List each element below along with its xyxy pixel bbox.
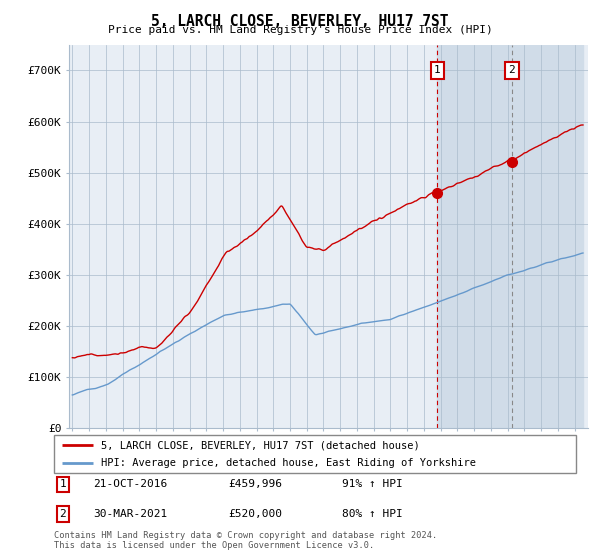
Text: £520,000: £520,000 (228, 509, 282, 519)
Text: £459,996: £459,996 (228, 479, 282, 489)
Text: 30-MAR-2021: 30-MAR-2021 (93, 509, 167, 519)
Text: Price paid vs. HM Land Registry's House Price Index (HPI): Price paid vs. HM Land Registry's House … (107, 25, 493, 35)
Text: Contains HM Land Registry data © Crown copyright and database right 2024.
This d: Contains HM Land Registry data © Crown c… (54, 530, 437, 550)
Text: 2: 2 (508, 66, 515, 76)
Text: 1: 1 (434, 66, 440, 76)
Text: 21-OCT-2016: 21-OCT-2016 (93, 479, 167, 489)
Text: 5, LARCH CLOSE, BEVERLEY, HU17 7ST: 5, LARCH CLOSE, BEVERLEY, HU17 7ST (151, 14, 449, 29)
Text: 91% ↑ HPI: 91% ↑ HPI (342, 479, 403, 489)
Text: HPI: Average price, detached house, East Riding of Yorkshire: HPI: Average price, detached house, East… (101, 458, 476, 468)
Bar (437, 45, 583, 428)
Text: 80% ↑ HPI: 80% ↑ HPI (342, 509, 403, 519)
Text: 1: 1 (59, 479, 67, 489)
Text: 2: 2 (59, 509, 67, 519)
Text: 5, LARCH CLOSE, BEVERLEY, HU17 7ST (detached house): 5, LARCH CLOSE, BEVERLEY, HU17 7ST (deta… (101, 440, 420, 450)
